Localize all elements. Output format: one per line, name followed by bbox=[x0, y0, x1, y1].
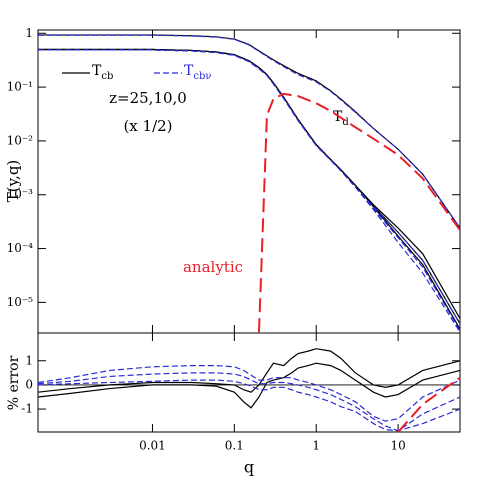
series-line bbox=[38, 48, 461, 319]
annotation: (x 1/2) bbox=[123, 117, 172, 135]
annotation: z=25,10,0 bbox=[109, 89, 187, 107]
series-line bbox=[38, 48, 461, 330]
legend-label: Tcbν bbox=[184, 63, 211, 82]
x-tick-label: 0.1 bbox=[225, 439, 244, 453]
series-line bbox=[38, 48, 461, 325]
x-tick-label: 0.01 bbox=[139, 439, 166, 453]
y-tick-label: 10⁻⁴ bbox=[7, 241, 34, 255]
series-line bbox=[37, 362, 461, 409]
annotation: analytic bbox=[183, 258, 243, 276]
y-tick-label: 1 bbox=[25, 353, 33, 367]
y-axis-label: T(y,q) bbox=[4, 160, 22, 203]
y-axis-label: % error bbox=[6, 355, 22, 410]
legend-label-main: T bbox=[184, 63, 194, 79]
legend-label-sub: cb bbox=[101, 71, 113, 82]
series-line bbox=[38, 49, 461, 333]
y-tick-label: 1 bbox=[25, 26, 33, 40]
series-line bbox=[37, 365, 461, 422]
x-axis-label: q bbox=[244, 458, 254, 477]
series-line bbox=[37, 348, 461, 393]
legend-label-main: T bbox=[92, 63, 102, 79]
y-tick-label: 10⁻³ bbox=[7, 187, 34, 201]
series-line bbox=[38, 49, 461, 331]
y-tick-label: 10⁻² bbox=[7, 133, 34, 147]
legend-label: Tcb bbox=[92, 63, 113, 82]
x-tick-label: 10 bbox=[390, 439, 405, 453]
y-tick-label: -1 bbox=[21, 402, 33, 416]
series-line bbox=[257, 92, 461, 333]
x-tick-label: 1 bbox=[312, 439, 320, 453]
series-line bbox=[37, 372, 461, 432]
series-line bbox=[37, 379, 461, 432]
series-line bbox=[397, 376, 461, 433]
y-tick-label: 0 bbox=[25, 377, 33, 391]
series-line bbox=[38, 34, 461, 229]
y-tick-label: 10⁻¹ bbox=[7, 80, 33, 94]
y-tick-label: 10⁻⁵ bbox=[7, 295, 34, 309]
series-line bbox=[38, 49, 461, 325]
legend-label-sub: cbν bbox=[193, 71, 211, 82]
